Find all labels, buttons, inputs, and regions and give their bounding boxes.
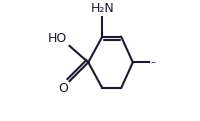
Text: H₂N: H₂N (90, 2, 114, 15)
Text: O: O (58, 82, 68, 95)
Text: HO: HO (48, 32, 67, 45)
Text: –: – (150, 57, 155, 67)
